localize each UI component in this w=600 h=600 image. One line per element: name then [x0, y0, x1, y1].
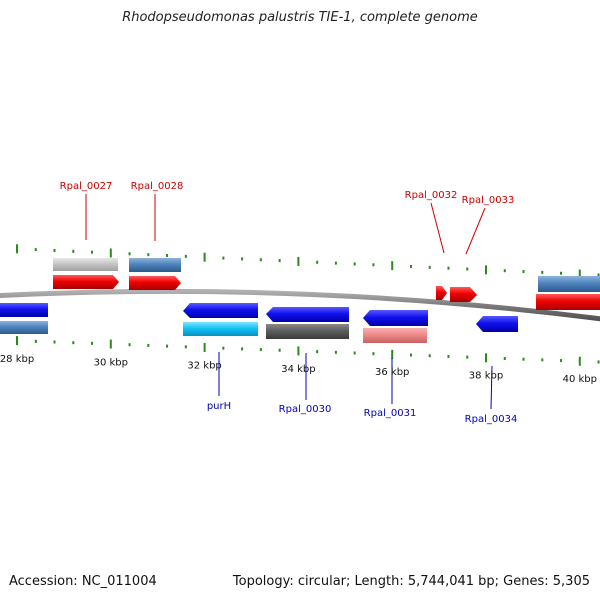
kbp-label: 38 kbp [469, 371, 503, 382]
forward-label-leaders [85, 194, 486, 255]
outer-tick-row [16, 244, 600, 279]
gene-arrow-reverse[interactable] [0, 321, 48, 334]
kbp-label: 34 kbp [281, 364, 315, 375]
gene-arrow-reverse[interactable] [266, 324, 349, 339]
genome-backbone [0, 288, 600, 322]
gene-arrow-forward[interactable] [436, 286, 447, 300]
gene-arrow-forward[interactable] [538, 276, 600, 292]
kbp-label: 32 kbp [187, 361, 221, 372]
gene-label[interactable]: purH [207, 401, 231, 412]
forward-strand-genes [53, 258, 600, 310]
gene-arrow-forward[interactable] [450, 287, 477, 302]
accession-text: Accession: NC_011004 [9, 574, 157, 589]
gene-arrow-forward[interactable] [129, 258, 181, 272]
gene-arrow-forward[interactable] [129, 276, 181, 290]
gene-label[interactable]: Rpal_0031 [364, 408, 417, 419]
gene-arrow-reverse[interactable] [266, 307, 349, 322]
gene-arrow-reverse[interactable] [363, 310, 428, 326]
gene-arrow-forward[interactable] [53, 258, 118, 271]
gene-arrow-reverse[interactable] [0, 303, 48, 317]
gene-arrow-reverse[interactable] [476, 316, 518, 332]
kbp-label: 28 kbp [0, 354, 34, 365]
coordinate-labels: 28 kbp 30 kbp 32 kbp 34 kbp 36 kbp 38 kbp 40 k… [0, 354, 597, 385]
inner-tick-row [16, 336, 600, 366]
gene-arrow-reverse[interactable] [363, 328, 427, 343]
forward-gene-labels: Rpal_0027 Rpal_0028 Rpal_0032 Rpal_0033 [60, 181, 515, 206]
gene-label[interactable]: Rpal_0027 [60, 181, 113, 192]
gene-arrow-forward[interactable] [536, 294, 600, 310]
reverse-strand-genes [0, 303, 518, 343]
genome-summary-text: Topology: circular; Length: 5,744,041 bp… [232, 574, 590, 589]
reverse-label-leaders [218, 352, 493, 410]
map-title: Rhodopseudomonas palustris TIE-1, comple… [122, 10, 478, 25]
gene-label[interactable]: Rpal_0034 [465, 414, 518, 425]
gene-label[interactable]: Rpal_0028 [131, 181, 184, 192]
gene-label[interactable]: Rpal_0032 [405, 190, 458, 201]
kbp-label: 40 kbp [563, 374, 597, 385]
gene-label[interactable]: Rpal_0033 [462, 195, 515, 206]
reverse-gene-labels: purH Rpal_0030 Rpal_0031 Rpal_0034 [207, 401, 517, 425]
kbp-label: 36 kbp [375, 367, 409, 378]
gene-arrow-reverse[interactable] [183, 303, 258, 318]
kbp-label: 30 kbp [94, 357, 128, 368]
gene-label[interactable]: Rpal_0030 [279, 404, 332, 415]
gene-arrow-reverse[interactable] [183, 322, 258, 336]
gene-arrow-forward[interactable] [53, 275, 119, 289]
